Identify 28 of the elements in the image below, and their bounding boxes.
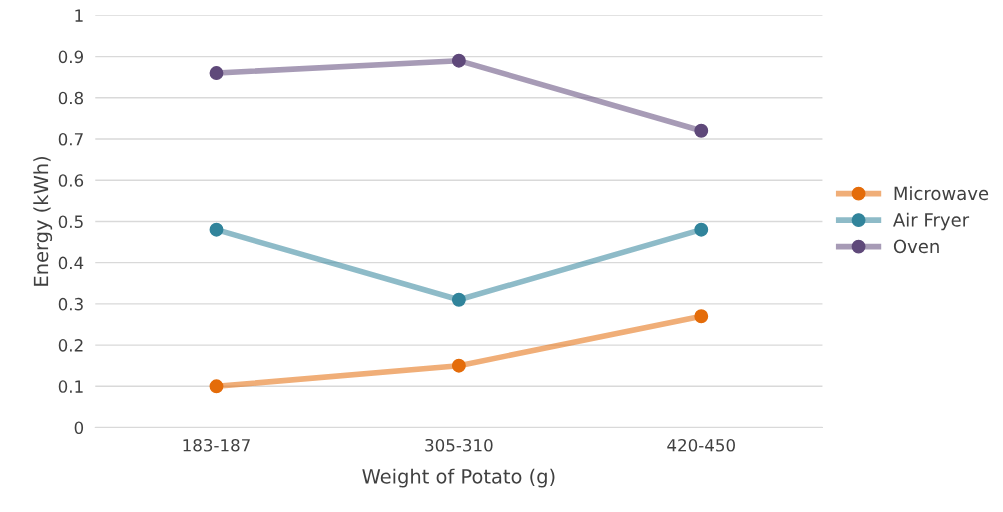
x-axis-title: Weight of Potato (g) — [362, 468, 555, 488]
y-tick-label: 0.2 — [58, 339, 83, 352]
legend-label: Air Fryer — [893, 212, 970, 231]
y-tick-label: 0.4 — [58, 256, 84, 270]
y-tick-label: 0.1 — [58, 380, 83, 393]
y-tick-label: 1 — [75, 9, 83, 22]
point — [451, 358, 466, 373]
y-tick-label: 0.6 — [58, 174, 84, 187]
point — [694, 123, 709, 138]
point — [694, 222, 709, 237]
legend-label: Oven — [893, 239, 939, 254]
point — [694, 309, 709, 324]
point — [451, 292, 466, 307]
x-tick-label: 183-187 — [183, 438, 250, 452]
y-tick-label: 0.8 — [58, 91, 84, 105]
y-tick-label: 0 — [74, 421, 84, 435]
x-tick-label: 305-310 — [425, 438, 493, 452]
x-tick-label: 420-450 — [667, 438, 735, 452]
point — [209, 379, 224, 394]
y-axis-title: Energy (kWh) — [33, 156, 53, 286]
y-tick-label: 0.7 — [58, 132, 83, 146]
legend-label: Microwave — [894, 186, 989, 201]
y-tick-label: 0.5 — [58, 215, 83, 229]
point — [209, 66, 224, 81]
point — [209, 222, 224, 237]
y-tick-label: 0.9 — [58, 50, 83, 64]
point — [451, 53, 466, 68]
y-tick-label: 0.3 — [58, 297, 83, 311]
